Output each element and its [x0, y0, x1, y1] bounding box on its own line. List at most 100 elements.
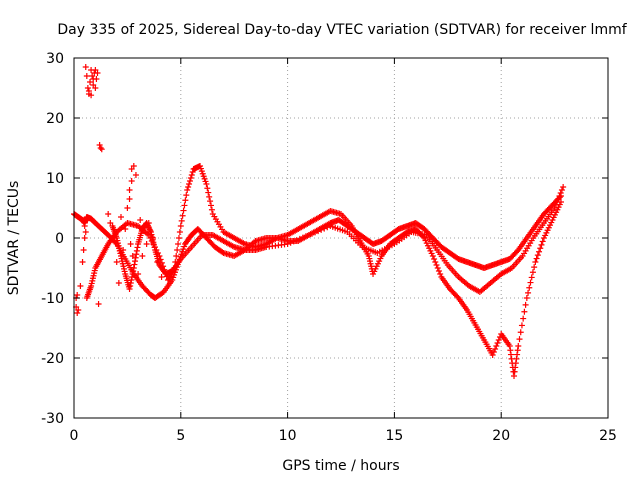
- data-point: [514, 351, 521, 358]
- data-point: [150, 235, 157, 241]
- data-point: [518, 322, 525, 329]
- data-point: [113, 259, 120, 265]
- data-point: [315, 228, 322, 235]
- data-point: [178, 217, 185, 224]
- data-point: [127, 283, 134, 289]
- data-point: [203, 181, 210, 187]
- chart-title: Day 335 of 2025, Sidereal Day-to-day VTE…: [57, 22, 627, 38]
- data-point: [88, 92, 95, 99]
- data-point: [302, 233, 309, 240]
- data-point: [296, 235, 303, 242]
- data-point: [126, 286, 133, 292]
- data-point: [489, 352, 496, 358]
- data-point: [312, 229, 319, 236]
- data-point: [284, 241, 291, 247]
- data-point: [184, 187, 191, 193]
- data-point: [560, 184, 567, 190]
- data-point: [531, 264, 538, 271]
- data-point: [143, 241, 150, 247]
- y-axis-label: SDTVAR / TECUs: [6, 181, 22, 296]
- data-point: [124, 205, 131, 211]
- data-point: [85, 88, 92, 94]
- data-point: [538, 241, 545, 248]
- data-point: [139, 253, 146, 259]
- y-tick-label: 10: [46, 171, 64, 187]
- data-point: [556, 193, 563, 199]
- data-point: [95, 301, 102, 307]
- data-point: [552, 202, 559, 208]
- data-point: [129, 271, 136, 277]
- data-point: [126, 187, 133, 193]
- data-point: [507, 347, 514, 354]
- data-point: [154, 259, 161, 265]
- data-point: [174, 247, 181, 253]
- data-point: [145, 220, 152, 226]
- data-point: [558, 187, 565, 193]
- data-point: [130, 268, 137, 274]
- data-point: [512, 364, 519, 371]
- data-point: [158, 274, 165, 280]
- data-point: [554, 199, 561, 205]
- data-point: [521, 308, 528, 315]
- data-point: [120, 247, 127, 253]
- data-point: [432, 259, 439, 265]
- data-point: [109, 235, 116, 241]
- data-point: [175, 241, 182, 247]
- y-tick-label: -20: [41, 351, 64, 367]
- data-series: [71, 64, 567, 379]
- data-point: [516, 336, 523, 343]
- data-point: [132, 258, 139, 265]
- data-point: [324, 224, 331, 231]
- data-point: [135, 271, 142, 277]
- data-point: [186, 178, 193, 184]
- data-point: [79, 259, 86, 265]
- data-point: [128, 274, 135, 280]
- x-axis-label: GPS time / hours: [282, 458, 399, 474]
- x-tick-label: 0: [70, 428, 79, 444]
- data-point: [207, 198, 214, 205]
- data-point: [435, 268, 442, 274]
- data-point: [74, 310, 81, 316]
- data-point: [128, 178, 135, 184]
- data-point: [557, 190, 564, 196]
- data-point: [81, 235, 88, 241]
- data-point: [517, 329, 524, 336]
- data-point: [82, 229, 89, 235]
- data-point: [529, 269, 536, 276]
- data-point: [189, 169, 196, 175]
- data-point: [185, 184, 192, 190]
- data-point: [107, 220, 114, 226]
- data-point: [287, 239, 294, 246]
- data-point: [525, 289, 532, 296]
- data-point: [532, 259, 539, 265]
- data-point: [133, 251, 140, 258]
- data-point: [84, 85, 91, 91]
- data-point: [87, 79, 94, 85]
- data-point: [127, 280, 134, 286]
- data-point: [551, 205, 558, 211]
- data-point: [75, 307, 82, 313]
- x-tick-label: 25: [599, 428, 617, 444]
- data-point: [555, 196, 562, 202]
- data-point: [83, 217, 90, 223]
- data-point: [137, 217, 144, 223]
- data-point: [187, 175, 194, 181]
- x-tick-label: 5: [176, 428, 185, 444]
- y-tick-label: 30: [46, 51, 64, 67]
- data-point: [299, 234, 306, 241]
- data-point: [115, 280, 122, 286]
- data-point: [511, 373, 518, 379]
- data-point: [133, 247, 140, 254]
- data-point: [82, 64, 89, 70]
- series-trace-b: [83, 163, 565, 379]
- data-point: [92, 85, 99, 91]
- data-point: [507, 351, 514, 358]
- series-scatter-mid: [105, 163, 165, 286]
- data-point: [492, 346, 499, 352]
- data-point: [81, 223, 88, 229]
- data-point: [493, 343, 500, 349]
- data-point: [206, 193, 213, 200]
- data-point: [90, 76, 97, 82]
- data-point: [94, 70, 101, 76]
